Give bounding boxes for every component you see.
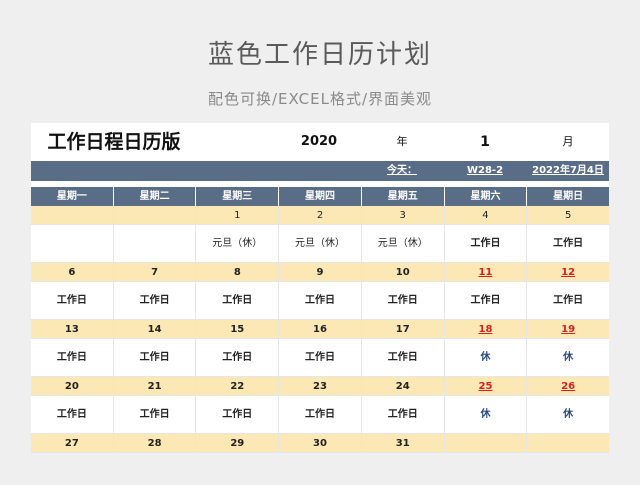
date-cell[interactable]	[527, 434, 609, 453]
page-title: 蓝色工作日历计划	[207, 40, 432, 70]
date-cell[interactable]: 8	[196, 263, 280, 282]
status-cell[interactable]	[31, 225, 114, 263]
status-cell[interactable]: 工作日	[361, 339, 445, 377]
date-cell[interactable]: 21	[113, 377, 197, 396]
date-cell[interactable]: 23	[279, 377, 362, 396]
date-cell[interactable]: 12	[527, 263, 609, 282]
status-row: 工作日 工作日 工作日 工作日 工作日休休	[31, 339, 609, 377]
status-cell[interactable]: 工作日	[279, 282, 362, 320]
date-cell[interactable]: 19	[527, 320, 609, 339]
status-cell[interactable]: 元旦（休）	[361, 225, 445, 263]
weekday-4: 星期四	[279, 187, 362, 206]
date-row: 20 21 22 23 24 25 26	[31, 377, 609, 396]
calendar-grid: 1 2 3 4 5 元旦（休） 元旦（休） 元旦（休） 工作日 工作日 6 7 8 9 10 11 12 工作日工…	[31, 206, 609, 453]
date-row: 6 7 8 9 10 11 12	[31, 263, 609, 282]
date-cell[interactable]: 2	[279, 206, 362, 225]
date-cell[interactable]: 17	[361, 320, 445, 339]
status-cell[interactable]: 工作日	[361, 282, 445, 320]
today-label: 今天：	[387, 165, 417, 176]
status-cell[interactable]: 工作日	[279, 396, 362, 434]
date-cell[interactable]: 20	[31, 377, 114, 396]
status-cell[interactable]: 工作日	[196, 282, 280, 320]
status-cell[interactable]: 工作日	[444, 225, 528, 263]
weekday-header: 星期一 星期二 星期三 星期四 星期五 星期六 星期日	[31, 187, 609, 206]
status-cell[interactable]: 休	[527, 339, 609, 377]
year-value[interactable]: 2020	[300, 134, 338, 149]
status-cell[interactable]: 工作日	[113, 339, 197, 377]
status-cell[interactable]: 工作日	[527, 282, 609, 320]
date-row: 27 28 29 30 31	[31, 434, 609, 453]
weekday-1: 星期一	[31, 187, 114, 206]
calendar-header: 工作日程日历版 2020 年 1 月	[31, 123, 609, 161]
status-row: 工作日 工作日 工作日 工作日 工作日 工作日 工作日	[31, 282, 609, 320]
weekday-2: 星期二	[113, 187, 197, 206]
date-cell[interactable]: 13	[31, 320, 114, 339]
status-cell[interactable]	[113, 225, 197, 263]
date-cell[interactable]: 9	[279, 263, 362, 282]
today-date: 2022年7月4日	[532, 165, 604, 176]
weekday-6: 星期六	[444, 187, 528, 206]
month-value[interactable]: 1	[480, 134, 490, 150]
month-label: 月	[562, 135, 574, 148]
date-cell[interactable]: 1	[196, 206, 280, 225]
date-cell[interactable]: 30	[279, 434, 362, 453]
date-cell[interactable]: 5	[527, 206, 609, 225]
status-cell[interactable]: 工作日	[31, 282, 114, 320]
date-cell[interactable]: 29	[196, 434, 280, 453]
date-cell[interactable]: 27	[31, 434, 114, 453]
date-cell[interactable]: 26	[527, 377, 609, 396]
status-cell[interactable]: 工作日	[361, 396, 445, 434]
status-cell[interactable]: 工作日	[31, 339, 114, 377]
date-cell[interactable]: 4	[444, 206, 528, 225]
page-subtitle: 配色可换/EXCEL格式/界面美观	[207, 90, 433, 108]
date-row: 13 14 15 16 17 18 19	[31, 320, 609, 339]
calendar-title: 工作日程日历版	[47, 131, 181, 153]
weekday-7: 星期日	[527, 187, 609, 206]
status-cell[interactable]: 工作日	[444, 282, 528, 320]
date-cell[interactable]: 15	[196, 320, 280, 339]
date-cell[interactable]: 25	[444, 377, 528, 396]
date-cell[interactable]: 3	[361, 206, 445, 225]
status-cell[interactable]: 工作日	[196, 396, 280, 434]
date-cell[interactable]: 22	[196, 377, 280, 396]
status-cell[interactable]: 工作日	[113, 282, 197, 320]
date-cell[interactable]: 7	[113, 263, 197, 282]
status-cell[interactable]: 休	[444, 396, 528, 434]
year-label: 年	[396, 135, 408, 148]
date-cell[interactable]: 10	[361, 263, 445, 282]
date-cell[interactable]	[444, 434, 528, 453]
status-cell[interactable]: 工作日	[31, 396, 114, 434]
status-cell[interactable]: 元旦（休）	[279, 225, 362, 263]
status-cell[interactable]: 工作日	[196, 339, 280, 377]
status-cell[interactable]: 工作日	[113, 396, 197, 434]
status-cell[interactable]: 元旦（休）	[196, 225, 280, 263]
weekday-5: 星期五	[361, 187, 445, 206]
status-cell[interactable]: 休	[527, 396, 609, 434]
date-cell[interactable]: 18	[444, 320, 528, 339]
weekday-3: 星期三	[196, 187, 280, 206]
status-cell[interactable]: 休	[444, 339, 528, 377]
date-cell[interactable]: 24	[361, 377, 445, 396]
info-bar: 今天： W28-2 2022年7月4日	[31, 161, 609, 181]
week-number: W28-2	[466, 165, 504, 176]
status-cell[interactable]: 工作日	[527, 225, 609, 263]
date-cell[interactable]: 14	[113, 320, 197, 339]
date-cell[interactable]: 6	[31, 263, 114, 282]
status-cell[interactable]: 工作日	[279, 339, 362, 377]
date-cell[interactable]: 11	[444, 263, 528, 282]
date-cell[interactable]: 16	[279, 320, 362, 339]
status-row: 元旦（休） 元旦（休） 元旦（休） 工作日 工作日	[31, 225, 609, 263]
date-cell[interactable]	[113, 206, 197, 225]
calendar-sheet: 工作日程日历版 2020 年 1 月 今天： W28-2 2022年7月4日 星…	[31, 123, 609, 453]
date-cell[interactable]: 28	[113, 434, 197, 453]
date-cell[interactable]	[31, 206, 114, 225]
date-cell[interactable]: 31	[361, 434, 445, 453]
status-row: 工作日 工作日 工作日 工作日 工作日休休	[31, 396, 609, 434]
